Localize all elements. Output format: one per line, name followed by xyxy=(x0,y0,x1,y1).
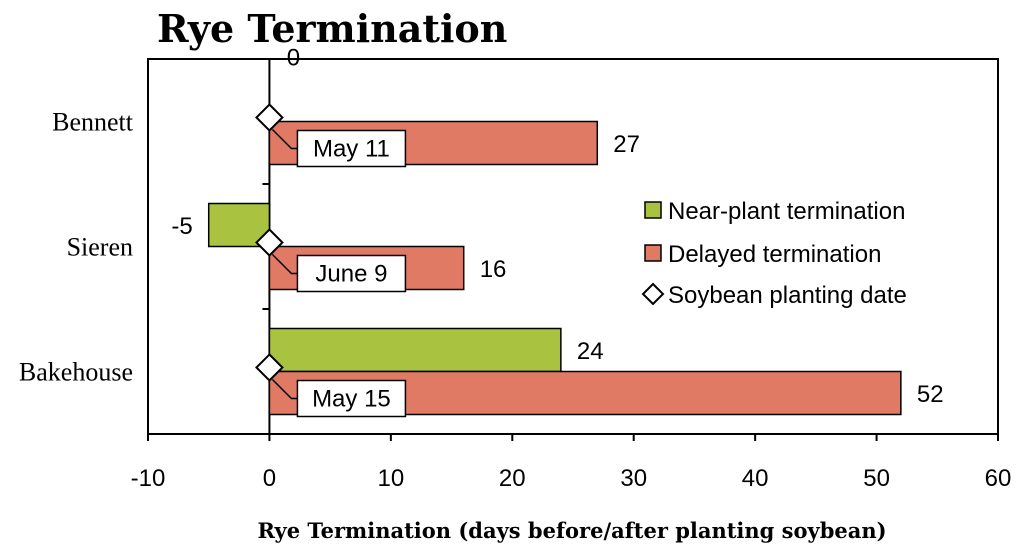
chart-title: Rye Termination xyxy=(157,6,507,51)
x-tick-label: 50 xyxy=(863,465,890,492)
date-callout-leader xyxy=(271,378,298,400)
legend-label-planting: Soybean planting date xyxy=(668,282,907,309)
data-label-delayed-termination-bakehouse: 52 xyxy=(917,381,944,408)
legend-label-near-plant: Near-plant termination xyxy=(668,198,905,225)
data-label-near-plant-termination-bennett: 0 xyxy=(287,45,300,72)
planting-marker-bennett xyxy=(255,103,284,132)
data-labels: 0 27 -5 16 24 52 xyxy=(171,45,943,409)
x-tick-label: 20 xyxy=(499,465,526,492)
date-callout-leader xyxy=(271,128,298,150)
legend-swatch-delayed xyxy=(644,244,662,262)
planting-date-bennett: May 11 xyxy=(313,136,390,163)
planting-date-bakehouse: May 15 xyxy=(312,386,391,413)
legend-diamond-icon xyxy=(641,282,665,306)
category-label-bakehouse: Bakehouse xyxy=(19,358,133,387)
category-label-sieren: Sieren xyxy=(67,233,133,262)
bar-near-plant-termination-bakehouse xyxy=(268,327,562,373)
x-axis-label: Rye Termination (days before/after plant… xyxy=(257,518,886,543)
category-label-bennett: Bennett xyxy=(52,108,134,137)
legend-swatch-near-plant xyxy=(644,201,662,219)
x-tick-label: 10 xyxy=(378,465,405,492)
x-tick-label: 60 xyxy=(985,465,1012,492)
x-tick-label: 30 xyxy=(620,465,647,492)
bar-near-plant-termination-sieren xyxy=(207,202,271,248)
data-label-delayed-termination-bennett: 27 xyxy=(613,131,640,158)
planting-marker-sieren xyxy=(255,228,284,257)
date-callout-box-bennett xyxy=(296,129,407,168)
data-label-delayed-termination-sieren: 16 xyxy=(480,256,507,283)
legend-label-delayed: Delayed termination xyxy=(668,241,881,268)
x-axis: -10 0 10 20 30 40 50 60 xyxy=(131,434,1012,492)
date-callout-leader xyxy=(271,253,298,275)
data-label-near-plant-termination-bakehouse: 24 xyxy=(577,338,604,365)
legend: Near-plant termination Delayed terminati… xyxy=(641,198,907,309)
planting-date-sieren: June 9 xyxy=(315,261,387,288)
date-callout-box-bakehouse xyxy=(296,379,407,418)
x-tick-label: 40 xyxy=(742,465,769,492)
planting-marker-bakehouse xyxy=(255,353,284,382)
x-tick-label: -10 xyxy=(131,465,166,492)
category-labels: Bennett Sieren Bakehouse xyxy=(19,108,134,387)
planting-markers: May 11 June 9 May 15 xyxy=(255,103,407,418)
data-label-near-plant-termination-sieren: -5 xyxy=(171,213,192,240)
x-tick-label: 0 xyxy=(263,465,276,492)
date-callout-box-sieren xyxy=(296,254,407,293)
